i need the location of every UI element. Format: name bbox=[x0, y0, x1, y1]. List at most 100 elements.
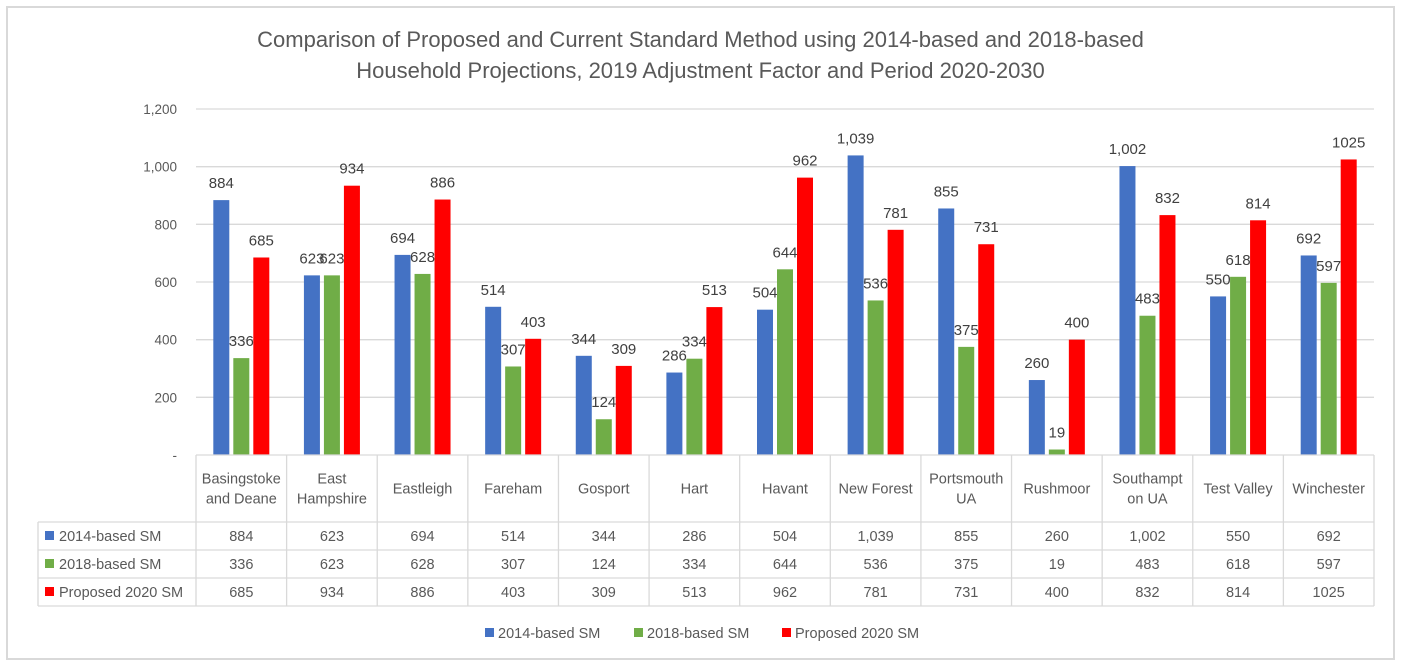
category-label: Test Valley bbox=[1204, 482, 1274, 498]
table-cell: 286 bbox=[682, 529, 706, 545]
bar bbox=[1300, 255, 1317, 455]
data-label: 336 bbox=[229, 333, 254, 350]
bar bbox=[1340, 159, 1357, 456]
table-cell: 550 bbox=[1226, 529, 1250, 545]
bar bbox=[343, 185, 360, 456]
data-label: 536 bbox=[863, 275, 888, 292]
data-label: 731 bbox=[974, 219, 999, 236]
data-label: 260 bbox=[1024, 355, 1049, 372]
data-label: 286 bbox=[662, 348, 687, 365]
data-label: 19 bbox=[1049, 425, 1066, 442]
bar bbox=[867, 300, 884, 455]
category-label: Southampt bbox=[1112, 472, 1182, 488]
data-label: 597 bbox=[1316, 258, 1341, 275]
category-label: Portsmouth bbox=[929, 472, 1003, 488]
category-label: Eastleigh bbox=[393, 482, 453, 498]
table-cell: 260 bbox=[1045, 529, 1069, 545]
table-cell: 644 bbox=[773, 557, 797, 573]
table-cell: 375 bbox=[954, 557, 978, 573]
bar bbox=[414, 273, 431, 455]
data-label: 962 bbox=[792, 153, 817, 170]
data-label: 623 bbox=[299, 250, 324, 267]
legend-key-icon bbox=[45, 531, 54, 540]
table-cell: 781 bbox=[864, 585, 888, 601]
bar bbox=[686, 358, 703, 455]
y-tick-label: 200 bbox=[154, 390, 177, 405]
chart-title: Comparison of Proposed and Current Stand… bbox=[0, 24, 1401, 86]
bar bbox=[847, 155, 864, 455]
data-label: 334 bbox=[682, 334, 707, 351]
table-row-header: 2014-based SM bbox=[59, 529, 161, 545]
category-label: and Deane bbox=[206, 492, 277, 508]
bar bbox=[323, 275, 340, 455]
category-label: New Forest bbox=[839, 482, 913, 498]
table-cell: 307 bbox=[501, 557, 525, 573]
table-cell: 1,039 bbox=[857, 529, 893, 545]
table-cell: 536 bbox=[864, 557, 888, 573]
table-cell: 19 bbox=[1049, 557, 1065, 573]
table-cell: 400 bbox=[1045, 585, 1069, 601]
category-label: Hampshire bbox=[297, 492, 367, 508]
bar bbox=[706, 307, 723, 455]
bar bbox=[1068, 339, 1085, 455]
table-cell: 832 bbox=[1135, 585, 1159, 601]
table-cell: 694 bbox=[410, 529, 434, 545]
table-cell: 884 bbox=[229, 529, 253, 545]
bar bbox=[1210, 296, 1227, 455]
bar bbox=[394, 254, 411, 455]
y-tick-label: 1,200 bbox=[143, 102, 177, 117]
table-row-header: Proposed 2020 SM bbox=[59, 585, 183, 601]
table-cell: 731 bbox=[954, 585, 978, 601]
bar bbox=[1028, 380, 1045, 455]
y-tick-label: 600 bbox=[154, 275, 177, 290]
table-cell: 962 bbox=[773, 585, 797, 601]
table-cell: 344 bbox=[592, 529, 616, 545]
data-label: 644 bbox=[772, 244, 797, 261]
bar bbox=[1139, 315, 1156, 455]
category-label: Gosport bbox=[578, 482, 630, 498]
bar bbox=[1159, 215, 1176, 455]
data-label: 832 bbox=[1155, 190, 1180, 207]
data-label: 344 bbox=[571, 331, 596, 348]
bar bbox=[525, 338, 542, 455]
table-cell: 124 bbox=[592, 557, 616, 573]
bar bbox=[233, 358, 250, 455]
data-label: 685 bbox=[249, 232, 274, 249]
data-label: 623 bbox=[319, 250, 344, 267]
table-cell: 934 bbox=[320, 585, 344, 601]
data-label: 309 bbox=[611, 341, 636, 358]
data-label: 934 bbox=[339, 161, 364, 178]
data-label: 694 bbox=[390, 230, 415, 247]
table-cell: 623 bbox=[320, 557, 344, 573]
category-label: Rushmoor bbox=[1023, 482, 1090, 498]
category-label: Hart bbox=[681, 482, 708, 498]
legend-label: Proposed 2020 SM bbox=[795, 626, 919, 642]
data-label: 1,039 bbox=[837, 130, 875, 147]
table-cell: 886 bbox=[410, 585, 434, 601]
bar bbox=[303, 275, 320, 455]
table-cell: 814 bbox=[1226, 585, 1250, 601]
category-label: East bbox=[317, 472, 346, 488]
table-cell: 628 bbox=[410, 557, 434, 573]
chart-title-line-2: Household Projections, 2019 Adjustment F… bbox=[356, 58, 1045, 83]
legend-swatch-icon bbox=[782, 628, 791, 637]
data-label: 884 bbox=[209, 175, 234, 192]
bar bbox=[213, 200, 230, 455]
data-label: 403 bbox=[521, 314, 546, 331]
data-label: 1025 bbox=[1332, 134, 1365, 151]
category-label: Fareham bbox=[484, 482, 542, 498]
category-label: UA bbox=[956, 492, 976, 508]
data-label: 307 bbox=[501, 341, 526, 358]
chart-title-line-1: Comparison of Proposed and Current Stand… bbox=[257, 27, 1144, 52]
data-label: 550 bbox=[1206, 271, 1231, 288]
legend-swatch-icon bbox=[485, 628, 494, 637]
bar bbox=[1230, 276, 1247, 455]
data-label: 513 bbox=[702, 282, 727, 299]
bar bbox=[887, 229, 904, 455]
bar bbox=[1320, 282, 1337, 455]
bar bbox=[434, 199, 451, 455]
bar bbox=[777, 269, 793, 455]
bar bbox=[595, 419, 612, 455]
table-cell: 309 bbox=[592, 585, 616, 601]
